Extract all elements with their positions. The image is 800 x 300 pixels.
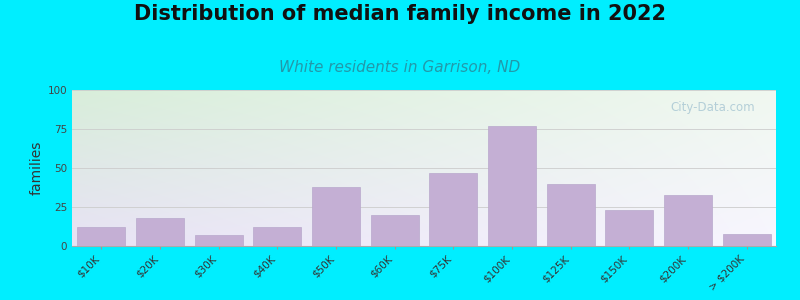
Bar [78, 227, 126, 246]
Bar [722, 233, 770, 246]
Y-axis label: families: families [30, 141, 43, 195]
Bar [430, 173, 478, 246]
Bar [370, 215, 418, 246]
Bar [254, 227, 302, 246]
Text: City-Data.com: City-Data.com [670, 101, 755, 114]
Bar [312, 187, 360, 246]
Bar [488, 126, 536, 246]
Text: White residents in Garrison, ND: White residents in Garrison, ND [279, 60, 521, 75]
Bar [194, 235, 242, 246]
Bar [136, 218, 184, 246]
Bar [606, 210, 654, 246]
Text: Distribution of median family income in 2022: Distribution of median family income in … [134, 4, 666, 25]
Bar [664, 194, 712, 246]
Bar [546, 184, 594, 246]
